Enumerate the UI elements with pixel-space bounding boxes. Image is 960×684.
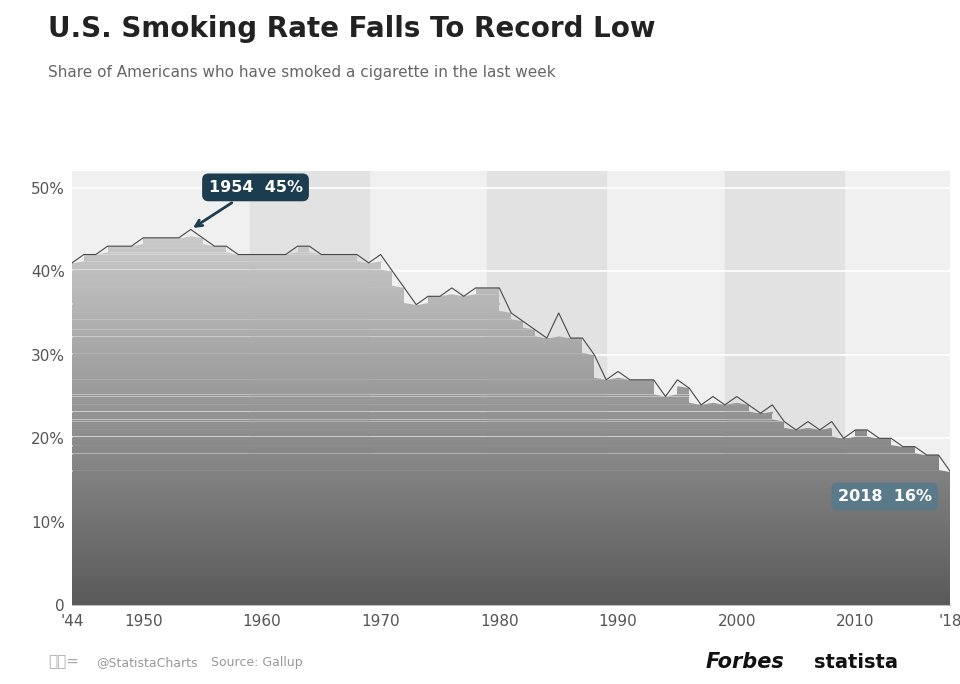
Text: 2018  16%: 2018 16%: [838, 489, 931, 504]
Text: U.S. Smoking Rate Falls To Record Low: U.S. Smoking Rate Falls To Record Low: [48, 15, 656, 43]
Bar: [488, 171, 606, 605]
Bar: [250, 171, 369, 605]
Text: @StatistaCharts: @StatistaCharts: [96, 656, 198, 669]
Bar: [725, 171, 844, 605]
Text: Forbes: Forbes: [706, 652, 784, 672]
Text: 1954  45%: 1954 45%: [196, 180, 302, 226]
Text: ⓒⓘ=: ⓒⓘ=: [48, 654, 79, 669]
Text: Source: Gallup: Source: Gallup: [211, 656, 302, 669]
Text: statista: statista: [814, 653, 898, 672]
Text: Share of Americans who have smoked a cigarette in the last week: Share of Americans who have smoked a cig…: [48, 65, 556, 80]
